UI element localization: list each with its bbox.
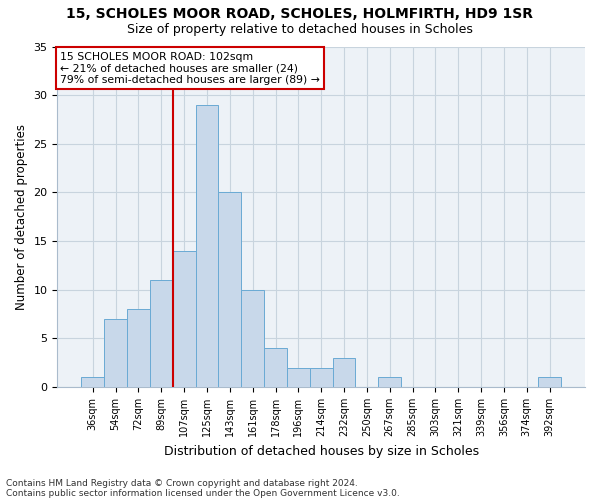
Bar	[379, 378, 401, 387]
Bar	[218, 192, 241, 387]
Bar	[287, 368, 310, 387]
Bar	[104, 319, 127, 387]
Text: 15, SCHOLES MOOR ROAD, SCHOLES, HOLMFIRTH, HD9 1SR: 15, SCHOLES MOOR ROAD, SCHOLES, HOLMFIRT…	[67, 8, 533, 22]
Bar	[264, 348, 287, 387]
Bar	[241, 290, 264, 387]
Y-axis label: Number of detached properties: Number of detached properties	[15, 124, 28, 310]
Text: 15 SCHOLES MOOR ROAD: 102sqm
← 21% of detached houses are smaller (24)
79% of se: 15 SCHOLES MOOR ROAD: 102sqm ← 21% of de…	[60, 52, 320, 85]
Bar	[150, 280, 173, 387]
Bar	[127, 309, 150, 387]
Bar	[196, 105, 218, 387]
X-axis label: Distribution of detached houses by size in Scholes: Distribution of detached houses by size …	[164, 444, 479, 458]
Bar	[82, 378, 104, 387]
Text: Contains public sector information licensed under the Open Government Licence v3: Contains public sector information licen…	[6, 488, 400, 498]
Bar	[332, 358, 355, 387]
Bar	[538, 378, 561, 387]
Bar	[173, 251, 196, 387]
Bar	[310, 368, 332, 387]
Text: Contains HM Land Registry data © Crown copyright and database right 2024.: Contains HM Land Registry data © Crown c…	[6, 478, 358, 488]
Text: Size of property relative to detached houses in Scholes: Size of property relative to detached ho…	[127, 22, 473, 36]
